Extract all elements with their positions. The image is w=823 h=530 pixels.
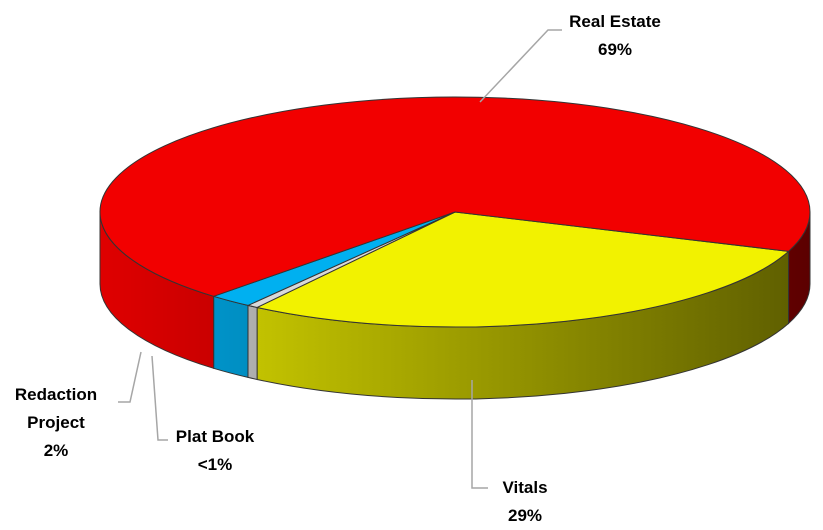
category-label: Vitals: [502, 478, 548, 497]
value-label: 29%: [507, 506, 543, 525]
value-label: <1%: [197, 455, 233, 474]
slice-label: Plat Book <1%: [160, 423, 270, 479]
leader-line: [118, 351, 142, 403]
value-label: 2%: [43, 441, 69, 460]
category-label: Plat Book: [175, 427, 255, 446]
slice-label: Vitals 29%: [470, 474, 580, 530]
slice: [256, 211, 790, 328]
leader-line: [471, 380, 488, 489]
slice-label: Real Estate 69%: [540, 8, 690, 64]
value-label: 69%: [597, 40, 633, 59]
slice-side: [213, 295, 249, 379]
slice-side: [247, 304, 258, 381]
category-label: Real Estate: [569, 12, 661, 31]
leader-line: [479, 29, 562, 103]
leader-line: [151, 355, 168, 441]
slice-label: Redaction Project 2%: [0, 381, 112, 465]
category-label: Redaction Project: [14, 385, 98, 432]
slice: [99, 96, 811, 297]
